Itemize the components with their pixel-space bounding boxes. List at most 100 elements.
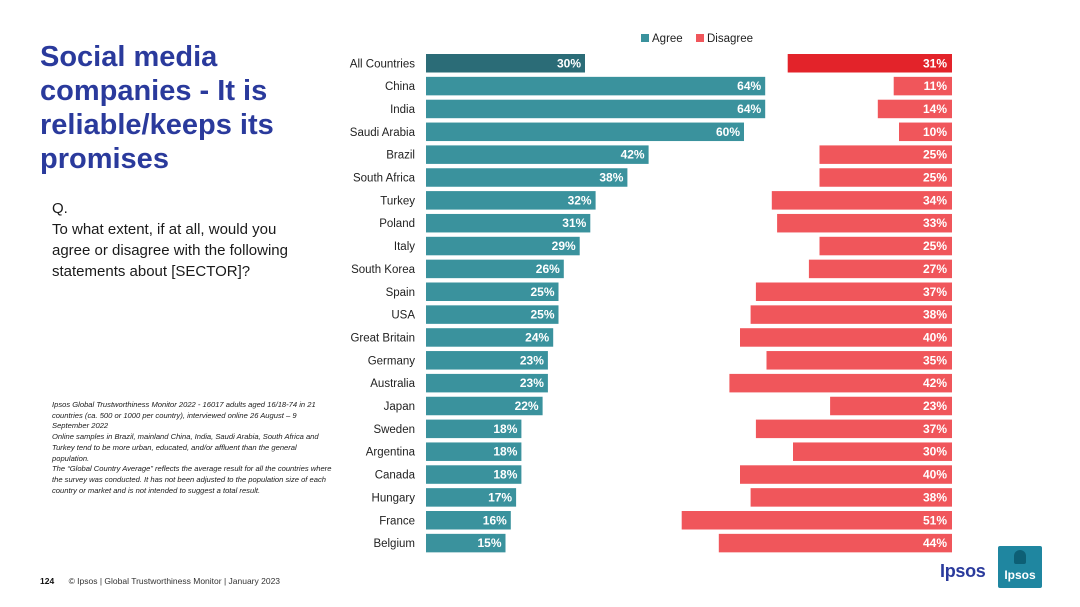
disagree-value-label: 30% (923, 445, 947, 459)
disagree-value-label: 25% (923, 148, 947, 162)
country-label: Canada (375, 470, 416, 482)
agree-value-label: 25% (530, 308, 554, 322)
logo-box-label: Ipsos (1004, 568, 1036, 582)
disagree-bar (819, 168, 952, 187)
agree-bar (426, 396, 543, 416)
disagree-value-label: 25% (923, 171, 947, 185)
agree-bar (426, 99, 766, 119)
footer: 124 © Ipsos | Global Trustworthiness Mon… (40, 576, 280, 586)
country-label: All Countries (350, 58, 415, 70)
country-label: France (379, 515, 415, 527)
legend-label: Agree (652, 33, 683, 45)
agree-value-label: 24% (525, 330, 549, 344)
country-label: Spain (386, 287, 415, 299)
disagree-value-label: 25% (923, 239, 947, 253)
legend-swatch (696, 34, 704, 42)
agree-bar (426, 122, 744, 142)
agree-value-label: 32% (568, 193, 592, 207)
country-label: Germany (368, 355, 416, 367)
country-label: Hungary (372, 492, 416, 504)
methodology-note: The “Global Country Average” reflects th… (52, 464, 332, 495)
disagree-bar (740, 328, 952, 347)
agree-value-label: 38% (599, 171, 623, 185)
disagree-bar (766, 351, 952, 370)
disagree-value-label: 51% (923, 513, 947, 527)
country-label: South Korea (351, 264, 416, 276)
agree-value-label: 16% (483, 513, 507, 527)
country-label: Japan (384, 401, 415, 413)
methodology-note: Online samples in Brazil, mainland China… (52, 432, 319, 463)
disagree-value-label: 11% (924, 79, 948, 93)
survey-question: Q. To what extent, if at all, would you … (52, 198, 292, 282)
agree-bar (426, 76, 766, 96)
agree-value-label: 64% (737, 102, 761, 116)
agree-bar (426, 213, 591, 233)
agree-bar (426, 191, 596, 210)
disagree-bar (740, 465, 952, 484)
disagree-value-label: 14% (923, 102, 947, 116)
agree-bar (426, 533, 506, 553)
disagree-bar (787, 54, 952, 73)
disagree-bar (750, 305, 952, 324)
disagree-value-label: 38% (923, 490, 947, 504)
agree-value-label: 18% (493, 445, 517, 459)
agree-bar (426, 145, 649, 164)
agree-value-label: 22% (515, 399, 539, 413)
methodology-note: Ipsos Global Trustworthiness Monitor 202… (52, 400, 316, 431)
disagree-bar (755, 419, 952, 439)
disagree-bar (899, 122, 952, 142)
country-label: Argentina (366, 447, 416, 459)
agree-value-label: 30% (557, 56, 581, 70)
disagree-bar (819, 236, 952, 256)
country-label: Saudi Arabia (350, 127, 416, 139)
disagree-value-label: 42% (923, 376, 947, 390)
country-label: Poland (379, 218, 415, 230)
country-label: Brazil (386, 150, 415, 162)
legend-label: Disagree (707, 33, 753, 45)
agree-bar (426, 168, 628, 187)
disagree-bar (750, 488, 952, 507)
agree-bar (426, 305, 559, 324)
agree-bar (426, 442, 522, 461)
methodology-notes: Ipsos Global Trustworthiness Monitor 202… (52, 400, 332, 496)
country-label: India (390, 104, 416, 116)
country-label: Italy (394, 241, 415, 253)
agree-value-label: 60% (716, 125, 740, 139)
disagree-bar (893, 76, 952, 96)
ipsos-logo-text: Ipsos (940, 561, 986, 581)
agree-value-label: 15% (477, 536, 501, 550)
disagree-value-label: 40% (923, 468, 947, 482)
agree-value-label: 42% (621, 148, 645, 162)
disagree-value-label: 31% (923, 56, 947, 70)
agree-value-label: 64% (737, 79, 761, 93)
disagree-bar (793, 442, 952, 461)
agree-bar (426, 511, 511, 530)
agree-value-label: 23% (520, 376, 544, 390)
agree-bar (426, 236, 580, 256)
agree-value-label: 26% (536, 262, 560, 276)
country-label: China (385, 81, 416, 93)
disagree-bar (877, 99, 952, 119)
disagree-bar (718, 533, 952, 553)
country-label: Belgium (373, 538, 415, 550)
country-label: USA (391, 310, 415, 322)
disagree-bar (755, 282, 952, 301)
disagree-value-label: 33% (923, 216, 947, 230)
agree-bar (426, 488, 517, 507)
logo-mark-shape (1014, 550, 1026, 564)
country-label: Sweden (373, 424, 415, 436)
disagree-bar (729, 373, 952, 393)
footer-text: © Ipsos | Global Trustworthiness Monitor… (68, 576, 281, 586)
question-text: To what extent, if at all, would you agr… (52, 221, 288, 280)
page-number: 124 (40, 576, 55, 586)
disagree-value-label: 10% (923, 125, 947, 139)
ipsos-logo-icon: Ipsos (998, 546, 1042, 588)
agree-bar (426, 465, 522, 484)
disagree-value-label: 37% (923, 422, 947, 436)
disagree-bar (830, 396, 952, 416)
disagree-bar (819, 145, 952, 164)
agree-value-label: 17% (488, 490, 512, 504)
page-title: Social media companies - It is reliable/… (40, 41, 274, 175)
disagree-value-label: 44% (923, 536, 947, 550)
